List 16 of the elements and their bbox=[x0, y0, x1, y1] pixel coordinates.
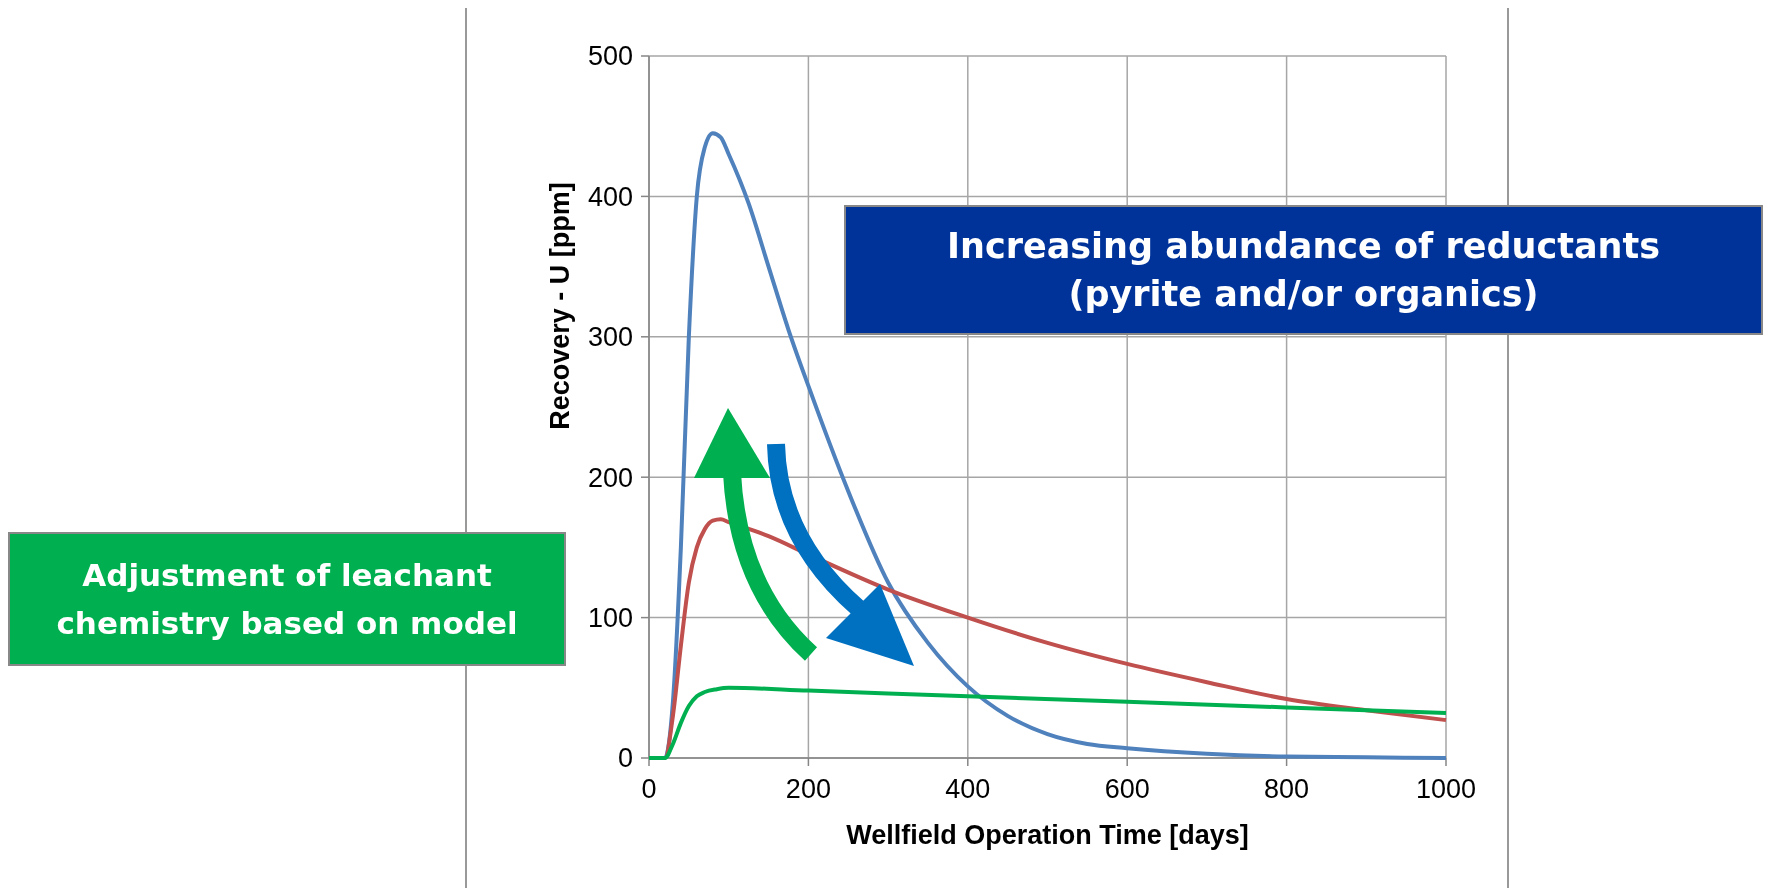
y-tick-label: 0 bbox=[617, 743, 633, 774]
x-tick-label: 600 bbox=[1104, 774, 1150, 804]
text: Adjustment of leachant chemistry based on model bbox=[56, 556, 518, 641]
y-tick-label: 400 bbox=[587, 181, 633, 212]
y-tick-label: 200 bbox=[587, 462, 633, 493]
x-axis-title: Wellfield Operation Time [days] bbox=[846, 820, 1249, 850]
x-tick-label: 200 bbox=[785, 774, 831, 804]
x-tick-label: 0 bbox=[641, 774, 657, 804]
x-tick-label: 400 bbox=[945, 774, 991, 804]
x-tick-label: 800 bbox=[1264, 774, 1310, 804]
y-axis-title: Recovery - U [ppm] bbox=[545, 182, 575, 430]
y-tick-label: 300 bbox=[587, 322, 633, 353]
y-tick-label: 100 bbox=[587, 603, 633, 634]
x-tick-label: 1000 bbox=[1415, 774, 1477, 804]
annotation: Increasing abundance of reductants (pyrite and/or organics) bbox=[946, 226, 1661, 315]
y-tick-label: 500 bbox=[587, 41, 633, 72]
